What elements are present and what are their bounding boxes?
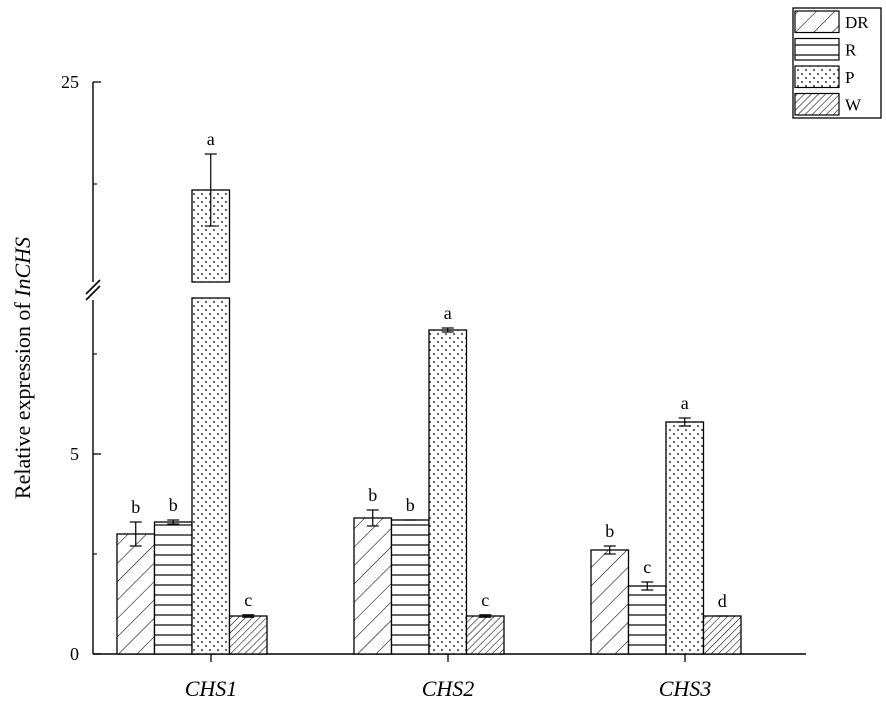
legend-label-P: P xyxy=(845,68,854,87)
significance-label: d xyxy=(718,591,727,611)
bar-P-CHS3 xyxy=(665,421,705,655)
bar-R-CHS2 xyxy=(390,519,430,655)
legend: DR RPW xyxy=(792,7,882,119)
labels: b b b b b c a a a c c d xyxy=(131,129,727,611)
significance-label: a xyxy=(207,129,215,149)
x-tick-label: CHS2 xyxy=(422,676,475,701)
significance-label: b xyxy=(605,521,614,541)
legend-swatch-R xyxy=(794,37,840,61)
x-tick-label: CHS3 xyxy=(659,676,712,701)
bar-DR-CHS3 xyxy=(590,549,630,655)
bar-W-CHS2 xyxy=(465,615,505,655)
bar-DR-CHS1 xyxy=(116,533,156,655)
significance-label: a xyxy=(444,303,452,323)
axis-break-mark-upper xyxy=(85,279,101,295)
bars xyxy=(116,153,742,655)
legend-label-R: R xyxy=(845,40,857,59)
bar-R-CHS3 xyxy=(627,585,667,655)
axis-break-mark-lower xyxy=(85,285,101,301)
y-tick-label: 0 xyxy=(70,644,79,664)
legend-swatch-DR xyxy=(794,10,840,34)
legend-swatch-P xyxy=(794,65,840,89)
legend-label-DR: DR xyxy=(845,13,869,32)
y-axis-label: Relative expression of InCHS xyxy=(10,237,35,499)
bar-W-CHS1 xyxy=(228,615,268,655)
x-tick-label: CHS1 xyxy=(185,676,238,701)
bar-R-CHS1 xyxy=(153,521,193,655)
significance-label: b xyxy=(406,495,415,515)
significance-label: b xyxy=(169,495,178,515)
y-tick-label: 25 xyxy=(61,72,79,92)
bar-P-CHS2 xyxy=(428,329,468,655)
bar-DR-CHS2 xyxy=(353,517,393,655)
bar-P-CHS1-lower xyxy=(191,297,231,655)
significance-label: b xyxy=(131,497,140,517)
significance-label: a xyxy=(681,393,689,413)
significance-label: c xyxy=(481,590,489,610)
bar-W-CHS3 xyxy=(702,615,742,655)
significance-label: c xyxy=(643,557,651,577)
legend-swatch-W xyxy=(794,92,840,116)
legend-label-W: W xyxy=(845,95,862,114)
significance-label: b xyxy=(368,485,377,505)
bar-break-gap xyxy=(191,283,231,297)
significance-label: c xyxy=(244,590,252,610)
y-tick-label: 5 xyxy=(70,444,79,464)
